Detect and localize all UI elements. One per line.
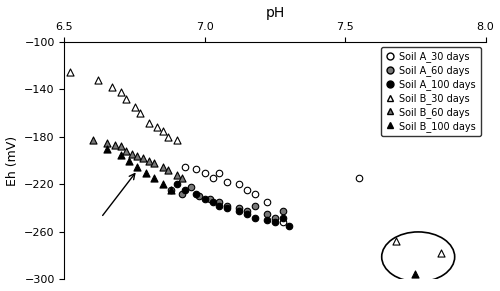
Point — [102, 146, 110, 151]
Point — [178, 176, 186, 181]
Point — [187, 184, 195, 189]
Point — [134, 164, 141, 169]
Point — [234, 182, 242, 187]
Point — [167, 188, 175, 193]
Point — [234, 206, 242, 210]
Point — [153, 125, 161, 130]
Point — [164, 134, 172, 139]
Point — [262, 200, 270, 205]
Point — [215, 200, 223, 205]
Point — [392, 239, 400, 244]
Point — [116, 89, 124, 94]
Point — [173, 182, 181, 187]
Point — [139, 156, 147, 161]
Point — [224, 206, 232, 210]
Point — [150, 176, 158, 181]
Point — [271, 220, 279, 225]
Point — [116, 144, 124, 149]
Point — [234, 208, 242, 213]
Point — [224, 203, 232, 208]
Point — [280, 220, 287, 225]
Point — [243, 188, 251, 193]
Point — [262, 218, 270, 222]
Point — [102, 141, 110, 145]
Point — [66, 69, 74, 74]
Point — [88, 138, 96, 143]
Point — [215, 203, 223, 208]
Point — [192, 167, 200, 171]
Point — [128, 151, 136, 156]
Point — [206, 196, 214, 201]
Point — [122, 97, 130, 101]
Point — [122, 149, 130, 153]
Point — [158, 164, 166, 169]
Point — [150, 161, 158, 165]
Point — [192, 191, 200, 196]
Point — [436, 251, 444, 255]
X-axis label: pH: pH — [266, 6, 284, 19]
Point — [136, 111, 144, 116]
Point — [285, 224, 293, 228]
Point — [173, 138, 181, 143]
Point — [243, 208, 251, 213]
Point — [158, 182, 166, 187]
Point — [210, 200, 218, 205]
Point — [125, 158, 133, 163]
Point — [252, 203, 260, 208]
Point — [210, 176, 218, 181]
Point — [144, 120, 152, 125]
Point — [412, 271, 420, 276]
Point — [142, 170, 150, 175]
Point — [201, 196, 209, 201]
Point — [116, 152, 124, 157]
Point — [173, 173, 181, 177]
Point — [280, 215, 287, 220]
Point — [201, 170, 209, 175]
Point — [111, 143, 119, 148]
Point — [167, 188, 175, 193]
Point — [158, 129, 166, 133]
Point — [130, 105, 138, 109]
Point — [280, 208, 287, 213]
Point — [181, 188, 189, 193]
Point — [243, 212, 251, 217]
Point — [252, 191, 260, 196]
Point — [144, 158, 152, 163]
Point — [181, 164, 189, 169]
Point — [134, 154, 141, 158]
Point — [94, 77, 102, 82]
Point — [108, 85, 116, 89]
Point — [252, 215, 260, 220]
Point — [224, 180, 232, 184]
Point — [195, 194, 203, 199]
Y-axis label: Eh (mV): Eh (mV) — [6, 136, 18, 186]
Point — [178, 191, 186, 196]
Point — [355, 176, 363, 181]
Legend: Soil A_30 days, Soil A_60 days, Soil A_100 days, Soil B_30 days, Soil B_60 days,: Soil A_30 days, Soil A_60 days, Soil A_1… — [380, 47, 480, 136]
Point — [262, 212, 270, 217]
Point — [271, 215, 279, 220]
Point — [164, 168, 172, 173]
Point — [215, 170, 223, 175]
